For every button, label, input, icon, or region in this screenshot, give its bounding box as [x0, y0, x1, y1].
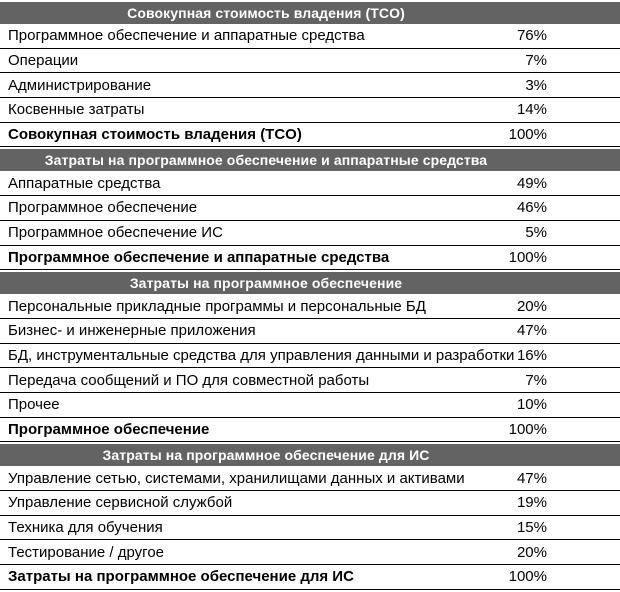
row-percent-value: 14% [516, 101, 547, 119]
table-row: Операции 7% [0, 49, 620, 74]
row-label: Операции [8, 52, 79, 70]
row-label: Персональные прикладные программы и перс… [8, 297, 426, 315]
row-percent-value: 100% [508, 568, 547, 586]
section-header: Затраты на программное обеспечение и апп… [0, 149, 620, 172]
row-percent-value: 46% [516, 199, 547, 217]
section-header: Совокупная стоимость владения (TCO) [0, 2, 620, 24]
row-percent-value: 47% [516, 322, 547, 340]
row-label: Передача сообщений и ПО для совместной р… [8, 371, 370, 389]
row-percent-value: 7% [525, 371, 547, 389]
table-row: Управление сетью, системами, хранилищами… [0, 466, 620, 491]
row-percent-value: 100% [508, 126, 547, 144]
row-label: Программное обеспечение [8, 199, 198, 217]
row-label: Программное обеспечение и аппаратные сре… [8, 27, 365, 45]
table-row: Администрирование 3% [0, 73, 620, 99]
row-percent-value: 15% [516, 519, 547, 537]
table-row: Персональные прикладные программы и перс… [0, 294, 620, 319]
table-row: Бизнес- и инженерные приложения 47% [0, 319, 620, 344]
row-percent-value: 100% [508, 248, 547, 266]
table-row: Программное обеспечение и аппаратные сре… [0, 24, 620, 49]
row-label: Программное обеспечение и аппаратные сре… [8, 248, 390, 266]
row-label: Затраты на программное обеспечение для И… [8, 568, 354, 586]
row-percent-value: 7% [525, 52, 547, 70]
table-row: Тестирование / другое 20% [0, 540, 620, 566]
row-label: Администрирование [8, 76, 152, 94]
table-row: Управление сервисной службой 19% [0, 491, 620, 516]
row-label: Управление сетью, системами, хранилищами… [8, 469, 465, 487]
total-row: Совокупная стоимость владения (TCO) 100% [0, 123, 620, 148]
row-percent-value: 20% [516, 543, 547, 561]
total-row: Программное обеспечение 100% [0, 418, 620, 443]
row-label: Аппаратные средства [8, 174, 161, 192]
section-header: Затраты на программное обеспечение [0, 272, 620, 295]
table-row: Техника для обучения 15% [0, 516, 620, 541]
table-row: БД, инструментальные средства для управл… [0, 344, 620, 369]
table-row: Косвенные затраты 14% [0, 98, 620, 123]
row-label: Техника для обучения [8, 519, 163, 537]
row-label: Совокупная стоимость владения (TCO) [8, 126, 302, 144]
table-row: Аппаратные средства 49% [0, 171, 620, 197]
row-percent-value: 100% [508, 420, 547, 438]
row-percent-value: 3% [525, 76, 547, 94]
row-percent-value: 16% [516, 346, 547, 364]
table-row: Программное обеспечение ИС 5% [0, 221, 620, 246]
row-label: Управление сервисной службой [8, 494, 233, 512]
row-percent-value: 10% [516, 396, 547, 414]
total-row: Программное обеспечение и аппаратные сре… [0, 246, 620, 271]
row-label: БД, инструментальные средства для управл… [8, 346, 515, 364]
row-percent-value: 49% [516, 174, 547, 192]
row-percent-value: 5% [525, 224, 547, 242]
row-label: Тестирование / другое [8, 543, 164, 561]
table-row: Прочее 10% [0, 393, 620, 418]
table-row: Передача сообщений и ПО для совместной р… [0, 368, 620, 393]
row-label: Косвенные затраты [8, 101, 145, 119]
row-label: Бизнес- и инженерные приложения [8, 322, 256, 340]
table-row: Программное обеспечение 46% [0, 196, 620, 221]
row-label: Прочее [8, 396, 60, 414]
row-percent-value: 20% [516, 297, 547, 315]
row-percent-value: 19% [516, 494, 547, 512]
row-percent-value: 76% [516, 27, 547, 45]
row-label: Программное обеспечение ИС [8, 224, 223, 242]
row-label: Программное обеспечение [8, 420, 210, 438]
row-percent-value: 47% [516, 469, 547, 487]
total-row: Затраты на программное обеспечение для И… [0, 565, 620, 590]
section-header: Затраты на программное обеспечение для И… [0, 444, 620, 467]
